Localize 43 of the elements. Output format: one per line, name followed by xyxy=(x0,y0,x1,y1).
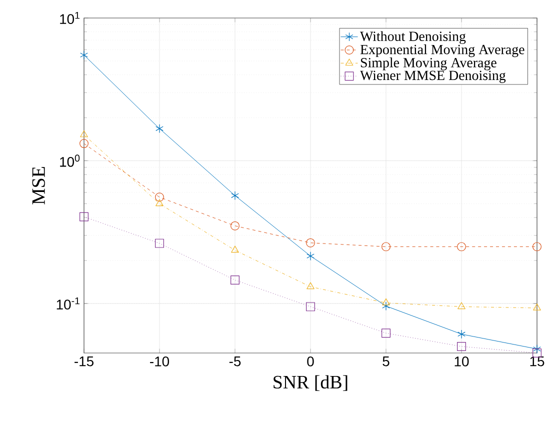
point xyxy=(533,344,541,354)
point xyxy=(458,302,466,310)
point xyxy=(306,282,314,290)
point xyxy=(80,50,88,60)
point xyxy=(457,342,466,351)
point xyxy=(457,242,466,252)
point xyxy=(533,304,541,310)
x-tick-label: 10 xyxy=(454,356,469,366)
point xyxy=(306,238,315,248)
legend-label: Without Denoising xyxy=(360,31,466,44)
point xyxy=(382,328,390,338)
x-tick-label: 5 xyxy=(382,356,390,366)
legend-label: Exponential Moving Average xyxy=(360,44,524,58)
legend-label: Simple Moving Average xyxy=(360,58,496,70)
point xyxy=(532,242,542,252)
x-tick-label: 15 xyxy=(530,356,544,366)
legend-label: Wiener MMSE Denoising xyxy=(360,70,506,83)
point xyxy=(230,221,240,230)
point xyxy=(306,252,314,261)
point xyxy=(80,139,88,148)
point xyxy=(231,191,239,200)
point xyxy=(156,124,164,134)
point xyxy=(231,246,239,253)
point xyxy=(382,302,390,311)
point xyxy=(458,330,466,339)
x-tick-label: 0 xyxy=(307,356,314,366)
y-tick-label: 10$^{0}$ xyxy=(60,154,80,167)
point xyxy=(382,298,390,306)
x-tick-label: -10 xyxy=(150,356,170,366)
point xyxy=(80,212,88,222)
y-axis-title: MSE xyxy=(32,167,45,204)
x-tick-label: -5 xyxy=(229,356,241,366)
y-tick-label: 10$^{-1}$ xyxy=(56,297,80,310)
point xyxy=(306,302,315,312)
point xyxy=(382,242,390,252)
point xyxy=(155,192,164,202)
x-tick-label: -15 xyxy=(74,356,94,366)
point xyxy=(230,276,240,285)
point xyxy=(155,238,164,248)
point xyxy=(80,130,88,138)
point xyxy=(156,199,164,206)
y-tick-label: 10$^{1}$ xyxy=(60,12,80,24)
x-axis-title: SNR [dB] xyxy=(274,375,348,391)
